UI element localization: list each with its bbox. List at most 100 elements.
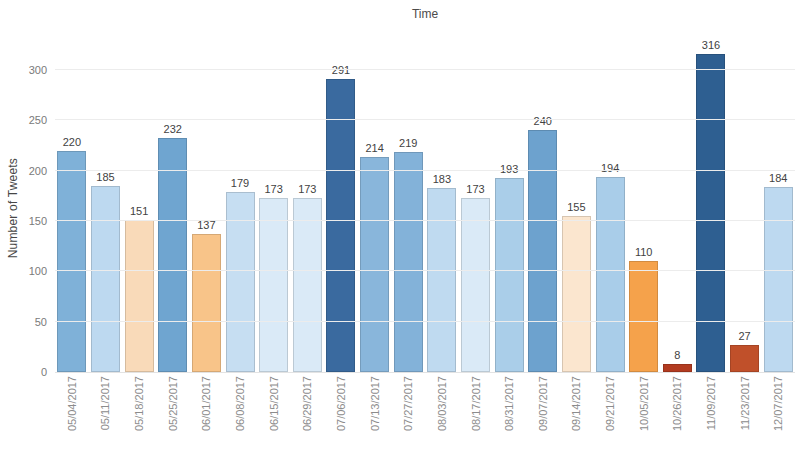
bar-10/05/2017[interactable]: [629, 261, 658, 372]
bar-09/07/2017[interactable]: [528, 130, 557, 372]
bar-slot: 110: [627, 44, 661, 372]
x-axis-tick-label: 06/29/2017: [301, 376, 313, 431]
bar-slot: 219: [391, 44, 425, 372]
x-axis-tick-label: 11/23/2017: [739, 376, 751, 430]
y-axis-tick-label: 50: [5, 316, 47, 328]
bar-slot: 214: [358, 44, 392, 372]
bar-05/25/2017[interactable]: [158, 138, 187, 372]
bar-value-label: 240: [526, 115, 560, 127]
bar-slot: 8: [661, 44, 695, 372]
bar-slot: 155: [560, 44, 594, 372]
bar-value-label: 232: [156, 123, 190, 135]
x-axis-label-cell: 08/31/2017: [492, 376, 526, 446]
x-axis-tick-label: 05/25/2017: [167, 376, 179, 431]
gridline: [55, 69, 795, 70]
x-axis-label-cell: 05/25/2017: [156, 376, 190, 446]
bar-07/27/2017[interactable]: [394, 152, 423, 372]
plot-area: 2201851512321371791731732912142191831731…: [55, 44, 795, 373]
bar-08/31/2017[interactable]: [495, 178, 524, 372]
bar-07/06/2017[interactable]: [326, 79, 355, 372]
bar-slot: 184: [761, 44, 795, 372]
bar-05/04/2017[interactable]: [57, 151, 86, 372]
bar-value-label: 291: [324, 64, 358, 76]
x-axis-tick-label: 08/17/2017: [470, 376, 482, 431]
bar-07/13/2017[interactable]: [360, 157, 389, 372]
x-axis-tick-label: 09/14/2017: [570, 376, 582, 431]
gridline: [55, 119, 795, 120]
x-axis-tick-label: 08/03/2017: [436, 376, 448, 431]
bar-value-label: 173: [257, 183, 291, 195]
bar-value-label: 110: [627, 246, 661, 258]
x-axis-label-cell: 12/07/2017: [761, 376, 795, 446]
bar-chart-figure: Time Number of Tweets 220185151232137179…: [0, 0, 800, 449]
bar-12/07/2017[interactable]: [764, 187, 793, 372]
x-axis-label-cell: 06/29/2017: [290, 376, 324, 446]
x-axis-tick-label: 06/15/2017: [268, 376, 280, 431]
bar-slot: 173: [290, 44, 324, 372]
gridline: [55, 270, 795, 271]
bar-08/17/2017[interactable]: [461, 198, 490, 372]
bar-value-label: 151: [122, 205, 156, 217]
y-axis-tick-label: 250: [5, 114, 47, 126]
x-axis-tick-label: 10/05/2017: [638, 376, 650, 431]
x-axis-label-cell: 05/04/2017: [55, 376, 89, 446]
bar-slot: 179: [223, 44, 257, 372]
bar-value-label: 219: [391, 137, 425, 149]
bar-slot: 240: [526, 44, 560, 372]
x-axis-label-cell: 09/07/2017: [526, 376, 560, 446]
bar-10/26/2017[interactable]: [663, 364, 692, 372]
x-axis-tick-label: 06/08/2017: [234, 376, 246, 431]
y-axis-tick-label: 300: [5, 64, 47, 76]
x-axis-label-cell: 07/27/2017: [391, 376, 425, 446]
bar-slot: 193: [492, 44, 526, 372]
bar-06/01/2017[interactable]: [192, 234, 221, 372]
x-axis-label-cell: 05/18/2017: [122, 376, 156, 446]
bar-slot: 173: [257, 44, 291, 372]
x-axis-label-cell: 10/26/2017: [661, 376, 695, 446]
bar-value-label: 173: [290, 183, 324, 195]
bar-slot: 194: [593, 44, 627, 372]
y-axis-tick-label: 100: [5, 265, 47, 277]
bar-value-label: 179: [223, 177, 257, 189]
y-axis-tick-label: 150: [5, 215, 47, 227]
x-axis-label-cell: 08/03/2017: [425, 376, 459, 446]
bar-11/23/2017[interactable]: [730, 345, 759, 372]
x-axis-tick-label: 06/01/2017: [200, 376, 212, 431]
bar-08/03/2017[interactable]: [427, 188, 456, 372]
x-axis-label-cell: 07/06/2017: [324, 376, 358, 446]
bar-slot: 232: [156, 44, 190, 372]
bar-slot: 183: [425, 44, 459, 372]
x-axis-label-cell: 06/15/2017: [257, 376, 291, 446]
bar-value-label: 173: [459, 183, 493, 195]
bar-06/08/2017[interactable]: [226, 192, 255, 372]
bar-value-label: 184: [761, 172, 795, 184]
x-axis-label-cell: 08/17/2017: [459, 376, 493, 446]
x-axis-label-cell: 11/09/2017: [694, 376, 728, 446]
bar-value-label: 316: [694, 39, 728, 51]
x-axis-tick-label: 08/31/2017: [503, 376, 515, 431]
bar-value-label: 183: [425, 173, 459, 185]
x-axis-tick-label: 07/13/2017: [369, 376, 381, 431]
x-axis-tick-label: 07/27/2017: [402, 376, 414, 431]
bar-value-label: 220: [55, 136, 89, 148]
gridline: [55, 321, 795, 322]
gridline: [55, 220, 795, 221]
bar-slot: 137: [190, 44, 224, 372]
bar-11/09/2017[interactable]: [696, 54, 725, 372]
bar-slot: 27: [728, 44, 762, 372]
gridline: [55, 170, 795, 171]
bar-slot: 173: [459, 44, 493, 372]
x-axis-label-cell: 06/01/2017: [190, 376, 224, 446]
bar-09/14/2017[interactable]: [562, 216, 591, 372]
bar-05/11/2017[interactable]: [91, 186, 120, 372]
x-axis-labels: 05/04/201705/11/201705/18/201705/25/2017…: [55, 376, 795, 446]
bar-06/29/2017[interactable]: [293, 198, 322, 372]
bar-slot: 220: [55, 44, 89, 372]
bar-09/21/2017[interactable]: [596, 177, 625, 372]
bar-06/15/2017[interactable]: [259, 198, 288, 372]
x-axis-label-cell: 11/23/2017: [728, 376, 762, 446]
bar-slot: 316: [694, 44, 728, 372]
bar-value-label: 185: [89, 171, 123, 183]
x-axis-label-cell: 09/21/2017: [593, 376, 627, 446]
bar-05/18/2017[interactable]: [125, 220, 154, 372]
